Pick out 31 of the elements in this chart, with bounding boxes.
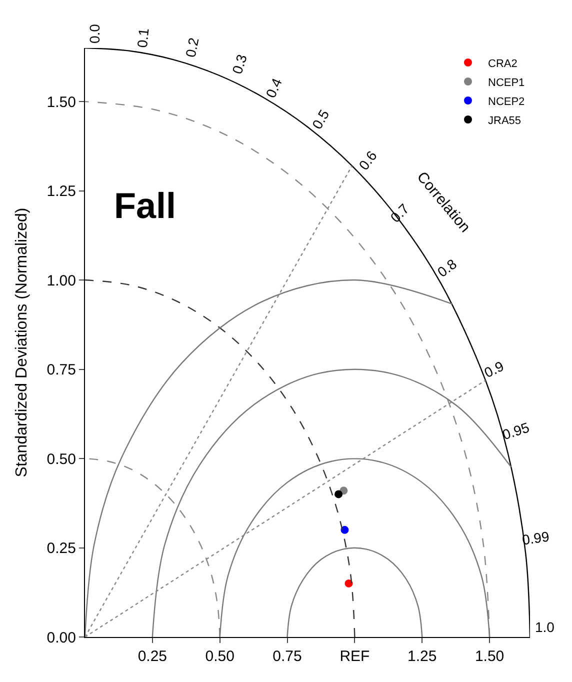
- annotation: 0.2: [182, 36, 202, 59]
- y-tick-label: 1.50: [46, 94, 76, 111]
- annotation: 0.5: [308, 106, 332, 132]
- legend-label: NCEP2: [488, 96, 525, 108]
- y-tick-label: 1.25: [46, 183, 76, 200]
- y-tick-label: 0.00: [46, 629, 76, 646]
- annotation: 0.95: [500, 418, 532, 443]
- annotation: 1.0: [535, 619, 555, 635]
- y-axis-title: Standardized Deviations (Normalized): [14, 208, 31, 478]
- annotation: 0.9: [482, 358, 506, 381]
- x-tick-label: 1.25: [408, 648, 437, 665]
- x-tick-label: 0.50: [205, 648, 234, 665]
- annotation: 0.6: [355, 148, 380, 173]
- annotation: 0.7: [387, 200, 412, 226]
- annotation: 0.3: [228, 52, 250, 76]
- legend-label: JRA55: [488, 114, 522, 127]
- annotation: 0.8: [434, 256, 460, 280]
- x-tick-label: REF: [340, 648, 370, 665]
- annotation: 0.0: [86, 24, 103, 44]
- x-tick-label: 0.25: [138, 648, 168, 665]
- text: Fall: [114, 185, 176, 226]
- x-tick-label: 0.75: [272, 648, 302, 665]
- y-tick-label: 0.25: [46, 540, 76, 558]
- x-tick-label: 1.50: [474, 648, 504, 665]
- legend-label: NCEP1: [488, 76, 525, 89]
- annotation: 0.1: [134, 27, 152, 48]
- y-tick-label: 1.00: [46, 272, 76, 290]
- y-tick-label: 0.75: [46, 362, 76, 379]
- legend-label: CRA2: [488, 58, 518, 70]
- y-tick-label: 0.50: [46, 450, 76, 468]
- annotation: 0.4: [262, 76, 286, 100]
